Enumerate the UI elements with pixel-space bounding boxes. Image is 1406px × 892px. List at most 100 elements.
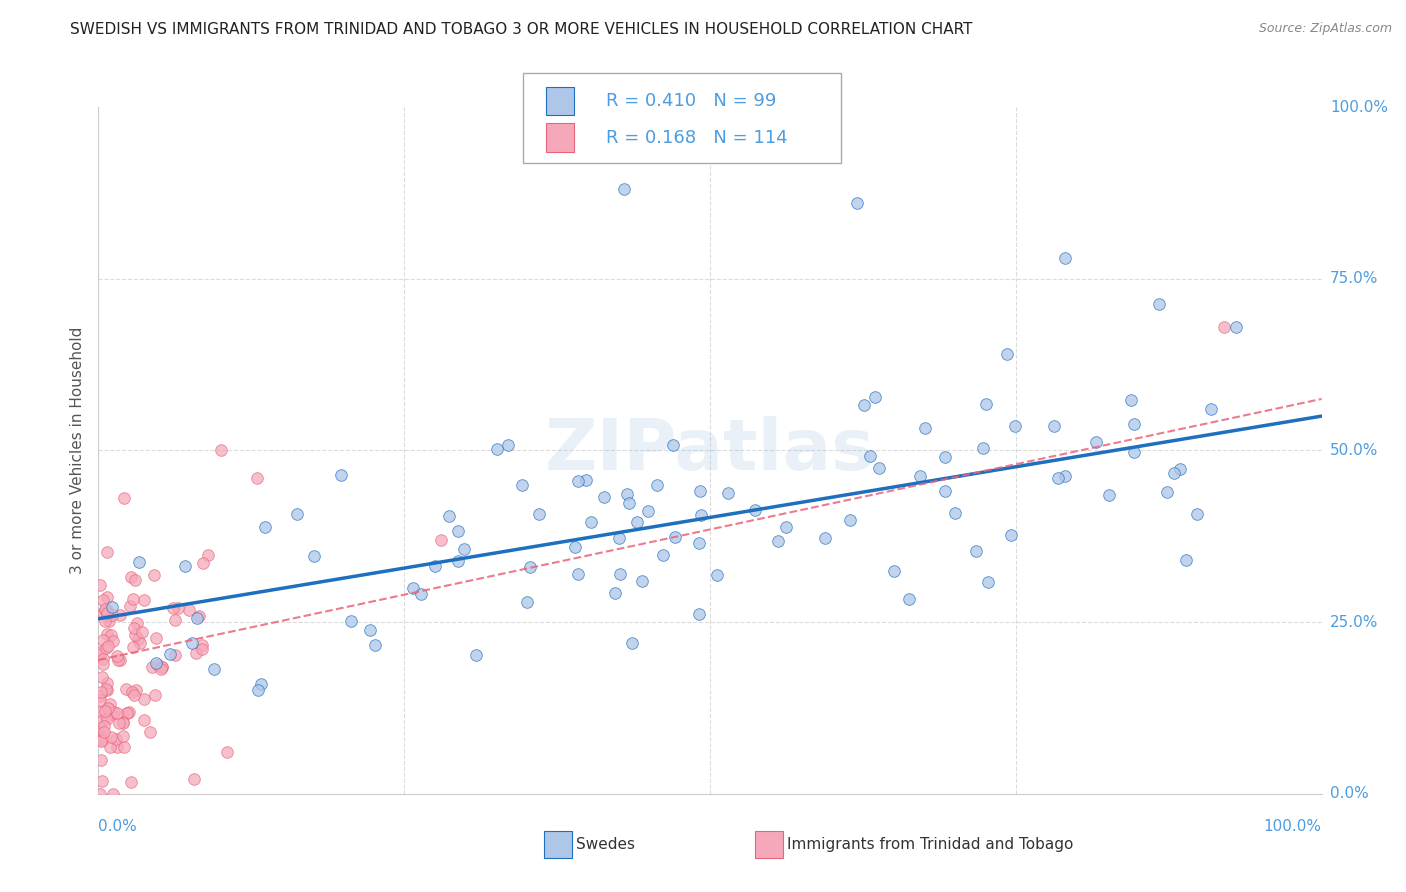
Point bbox=[96, 681, 118, 696]
Point bbox=[90, 705, 112, 719]
Text: 100.0%: 100.0% bbox=[1330, 100, 1388, 114]
Point bbox=[897, 591, 920, 606]
Point bbox=[90, 733, 112, 747]
Point bbox=[141, 659, 163, 673]
Point bbox=[647, 478, 669, 492]
Point bbox=[664, 530, 686, 544]
Point bbox=[125, 616, 148, 631]
Point bbox=[128, 555, 150, 569]
Point bbox=[883, 564, 905, 578]
Point bbox=[98, 614, 121, 628]
Point bbox=[108, 653, 131, 667]
Point bbox=[108, 715, 131, 730]
Point bbox=[662, 438, 685, 452]
Point bbox=[464, 648, 486, 662]
Point bbox=[101, 633, 124, 648]
Point bbox=[104, 731, 127, 746]
Point bbox=[496, 438, 519, 452]
Point bbox=[124, 573, 146, 587]
Point bbox=[1122, 417, 1144, 431]
Point bbox=[127, 632, 149, 647]
Text: R = 0.168   N = 114: R = 0.168 N = 114 bbox=[606, 128, 787, 146]
Point bbox=[96, 608, 118, 623]
Point bbox=[150, 662, 173, 676]
Point bbox=[173, 558, 195, 573]
Point bbox=[111, 730, 134, 744]
Point bbox=[122, 592, 145, 607]
Point bbox=[131, 624, 153, 639]
Text: SWEDISH VS IMMIGRANTS FROM TRINIDAD AND TOBAGO 3 OR MORE VEHICLES IN HOUSEHOLD C: SWEDISH VS IMMIGRANTS FROM TRINIDAD AND … bbox=[70, 22, 973, 37]
Point bbox=[90, 685, 112, 699]
Point bbox=[96, 544, 118, 558]
Point bbox=[163, 648, 186, 662]
Point bbox=[437, 509, 460, 524]
Point bbox=[89, 693, 111, 707]
Point bbox=[91, 606, 114, 620]
Point bbox=[125, 682, 148, 697]
Point bbox=[575, 474, 598, 488]
Point bbox=[97, 701, 120, 715]
Point bbox=[813, 531, 835, 545]
Point bbox=[93, 719, 115, 733]
Text: Immigrants from Trinidad and Tobago: Immigrants from Trinidad and Tobago bbox=[787, 838, 1074, 852]
Point bbox=[90, 773, 112, 788]
Point bbox=[90, 734, 112, 748]
Point bbox=[1085, 435, 1108, 450]
Point bbox=[112, 715, 135, 730]
Point bbox=[98, 739, 121, 754]
Point bbox=[91, 632, 114, 647]
Point bbox=[411, 587, 433, 601]
Point bbox=[626, 515, 648, 529]
Point bbox=[115, 706, 138, 720]
Point bbox=[89, 690, 111, 704]
Point bbox=[129, 636, 152, 650]
Point bbox=[115, 706, 138, 720]
Point bbox=[652, 549, 675, 563]
Point bbox=[1147, 297, 1170, 311]
Point bbox=[1054, 469, 1077, 483]
Point bbox=[1168, 462, 1191, 476]
Point bbox=[93, 731, 115, 745]
Point bbox=[603, 585, 626, 599]
Point bbox=[934, 450, 956, 465]
Point bbox=[111, 715, 134, 730]
Point bbox=[247, 683, 270, 698]
Point bbox=[1225, 319, 1247, 334]
Point bbox=[91, 593, 114, 607]
Point bbox=[143, 568, 166, 582]
Y-axis label: 3 or more Vehicles in Household: 3 or more Vehicles in Household bbox=[70, 326, 86, 574]
Point bbox=[89, 720, 111, 734]
Point bbox=[1185, 507, 1208, 521]
Point bbox=[121, 685, 143, 699]
Point bbox=[97, 701, 120, 715]
Point bbox=[197, 548, 219, 562]
Point bbox=[330, 468, 353, 483]
Point bbox=[191, 641, 214, 656]
Point bbox=[209, 443, 232, 458]
Point bbox=[183, 772, 205, 787]
Point bbox=[143, 688, 166, 702]
Point bbox=[631, 574, 654, 589]
Point bbox=[486, 442, 509, 456]
Point bbox=[567, 566, 589, 581]
Point bbox=[402, 581, 425, 595]
Point bbox=[105, 648, 128, 663]
Point bbox=[620, 636, 643, 650]
Point bbox=[122, 689, 145, 703]
Point bbox=[766, 533, 789, 548]
Point bbox=[94, 601, 117, 615]
Point bbox=[775, 520, 797, 534]
Point bbox=[90, 753, 112, 767]
Point bbox=[100, 697, 122, 711]
Point bbox=[253, 519, 276, 533]
Point bbox=[943, 506, 966, 520]
Point bbox=[689, 508, 711, 523]
Point bbox=[204, 662, 226, 676]
Point bbox=[186, 610, 208, 624]
Point bbox=[453, 542, 475, 557]
Point bbox=[115, 682, 138, 697]
Point bbox=[364, 638, 387, 652]
Point bbox=[146, 657, 169, 672]
Point bbox=[613, 182, 636, 196]
Point bbox=[145, 656, 167, 670]
